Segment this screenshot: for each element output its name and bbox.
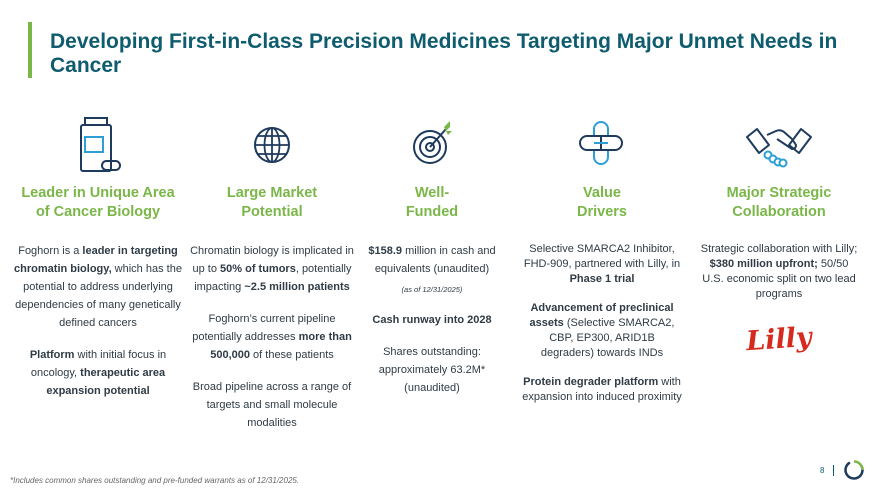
column-paragraph: Protein degrader platform with expansion… (522, 375, 682, 405)
emphasis-text: leader in targeting chromatin biology, (14, 245, 178, 275)
body-text: Strategic collaboration with Lilly; (700, 243, 858, 255)
column-paragraph: Strategic collaboration with Lilly; $380… (700, 242, 858, 302)
column-heading: Major Strategic Collaboration (726, 185, 832, 220)
column-market-potential: Large Market Potential Chromatin biology… (190, 115, 354, 446)
column-body: Chromatin biology is implicated in up to… (190, 242, 354, 432)
body-text: which has the potential to address under… (15, 263, 182, 329)
body-text: with expansion into induced proximity (522, 376, 682, 403)
emphasis-text: Phase 1 trial (569, 273, 635, 285)
column-paragraph: Foghorn is a leader in targeting chromat… (14, 242, 182, 332)
body-text: Foghorn’s current pipeline potentially a… (192, 313, 336, 343)
column-body: Strategic collaboration with Lilly; $380… (700, 242, 858, 302)
emphasis-text: Advancement of preclinical assets (529, 302, 674, 329)
column-biology-leader: Leader in Unique Area of Cancer Biology … (14, 115, 182, 414)
column-body: $158.9 million in cash and equivalents (… (362, 242, 502, 397)
pill-capsule-icon (579, 121, 623, 165)
emphasis-text: 50% of tumors (220, 263, 296, 275)
emphasis-text: more than 500,000 (210, 331, 352, 361)
column-paragraph: Cash runway into 2028 (362, 311, 502, 329)
column-paragraph: Selective SMARCA2 Inhibitor, FHD-909, pa… (522, 242, 682, 287)
body-text: Shares outstanding: approximately 63.2M*… (378, 346, 486, 394)
body-text: Foghorn is a (18, 245, 83, 257)
column-value-drivers: Value Drivers Selective SMARCA2 Inhibito… (522, 115, 682, 419)
emphasis-text: Cash runway into 2028 (372, 314, 492, 326)
column-paragraph: Chromatin biology is implicated in up to… (190, 242, 354, 296)
emphasis-text: Protein degrader platform (523, 376, 659, 388)
emphasis-text: therapeutic area expansion potential (46, 367, 166, 397)
page-number-separator (833, 465, 834, 476)
footnote: *Includes common shares outstanding and … (10, 476, 300, 485)
title-accent-bar (28, 22, 32, 78)
emphasis-text: Platform (29, 349, 75, 361)
body-text: million in cash and equivalents (unaudit… (374, 245, 496, 275)
foghorn-logo-icon (844, 460, 864, 480)
body-text: 50/50 U.S. economic split on two lead pr… (702, 258, 856, 300)
column-heading: Large Market Potential (226, 185, 318, 220)
body-text: (Selective SMARCA2, CBP, EP300, ARID1B d… (540, 317, 675, 359)
column-paragraph: Foghorn’s current pipeline potentially a… (190, 310, 354, 364)
column-heading: Value Drivers (577, 185, 627, 220)
column-paragraph: Shares outstanding: approximately 63.2M*… (362, 343, 502, 397)
column-paragraph: Broad pipeline across a range of targets… (190, 378, 354, 432)
column-strategic-collaboration: Major Strategic Collaboration Strategic … (700, 115, 858, 360)
globe-icon (254, 127, 290, 163)
emphasis-text: $380 million upfront; (709, 258, 818, 270)
as-of-note: (as of 12/31/2025) (401, 285, 463, 294)
page-number: 8 (820, 466, 825, 475)
body-text: Chromatin biology is implicated in up to (190, 245, 354, 275)
handshake-icon (746, 128, 812, 168)
column-well-funded: Well- Funded $158.9 million in cash and … (362, 115, 502, 411)
column-paragraph: Advancement of preclinical assets (Selec… (522, 301, 682, 361)
body-text: of these patients (249, 349, 334, 361)
pill-bottle-icon (80, 117, 121, 172)
body-text: with initial focus in oncology, (30, 349, 167, 379)
emphasis-text: ~2.5 million patients (244, 281, 350, 293)
column-heading: Leader in Unique Area of Cancer Biology (21, 185, 175, 220)
body-text: Broad pipeline across a range of targets… (192, 381, 352, 429)
column-body: Selective SMARCA2 Inhibitor, FHD-909, pa… (522, 242, 682, 405)
lilly-logo: Lilly (744, 322, 814, 358)
emphasis-text: $158.9 (368, 245, 403, 257)
body-text: , potentially impacting (194, 263, 352, 293)
lilly-logo-text: Lilly (744, 322, 814, 358)
column-paragraph: Platform with initial focus in oncology,… (14, 346, 182, 400)
page-title: Developing First-in-Class Precision Medi… (50, 30, 838, 77)
column-paragraph: $158.9 million in cash and equivalents (… (362, 242, 502, 278)
body-text: Selective SMARCA2 Inhibitor, FHD-909, pa… (523, 243, 681, 270)
column-body: Foghorn is a leader in targeting chromat… (14, 242, 182, 400)
target-icon (413, 121, 452, 164)
column-heading: Well- Funded (405, 185, 459, 220)
